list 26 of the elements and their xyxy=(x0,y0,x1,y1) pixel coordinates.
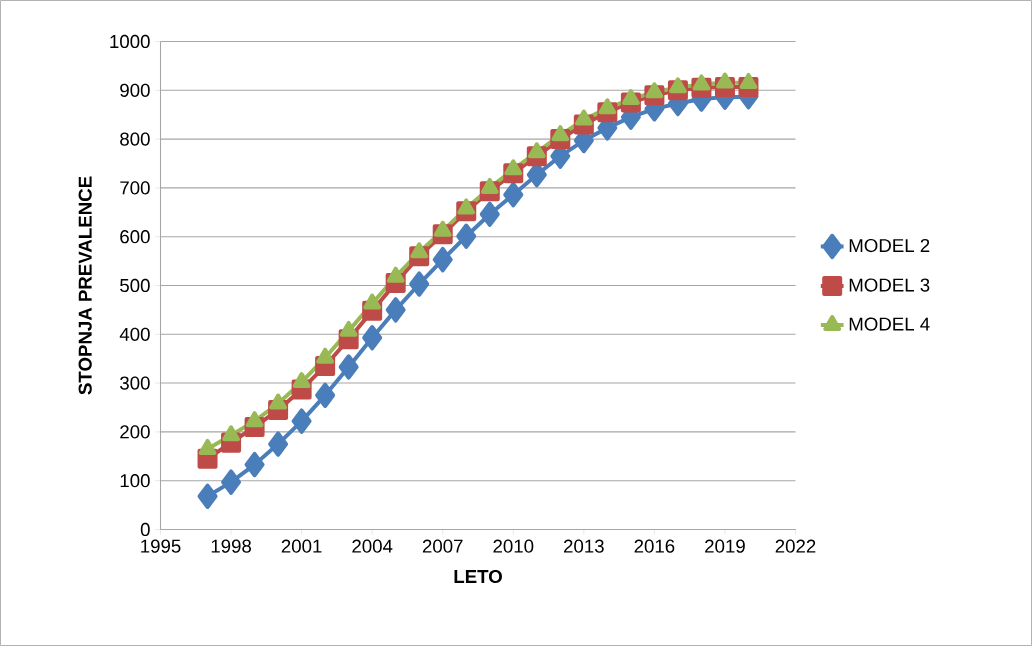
x-tick-label: 2019 xyxy=(705,539,745,553)
y-tick-label: 800 xyxy=(120,132,150,146)
x-tick-label: 2004 xyxy=(352,539,393,553)
x-axis-title: LETO xyxy=(454,569,502,584)
legend-label: MODEL 2 xyxy=(849,238,930,253)
x-tick-label: 2013 xyxy=(564,539,604,553)
x-tick-label: 2007 xyxy=(422,539,463,553)
y-tick-label: 400 xyxy=(119,327,150,341)
legend-label: MODEL 3 xyxy=(849,278,930,292)
y-tick-label: 100 xyxy=(120,474,150,488)
y-tick-label: 0 xyxy=(140,522,150,537)
y-axis-title: STOPNJA PREVALENCE xyxy=(78,176,92,395)
y-tick-label: 600 xyxy=(120,230,150,244)
y-tick-label: 700 xyxy=(120,181,150,195)
x-tick-label: 1995 xyxy=(141,539,181,553)
x-tick-label: 2016 xyxy=(634,539,675,553)
y-tick-label: 500 xyxy=(120,278,150,293)
y-tick-label: 200 xyxy=(120,425,150,439)
legend-label: MODEL 4 xyxy=(849,317,930,331)
y-tick-label: 1000 xyxy=(110,34,150,49)
x-tick-label: 2010 xyxy=(493,539,534,553)
x-tick-label: 2022 xyxy=(775,539,816,553)
y-tick-label: 300 xyxy=(120,376,150,390)
x-tick-label: 2001 xyxy=(281,539,322,553)
x-tick-label: 1998 xyxy=(211,539,252,553)
y-tick-label: 900 xyxy=(120,83,150,97)
